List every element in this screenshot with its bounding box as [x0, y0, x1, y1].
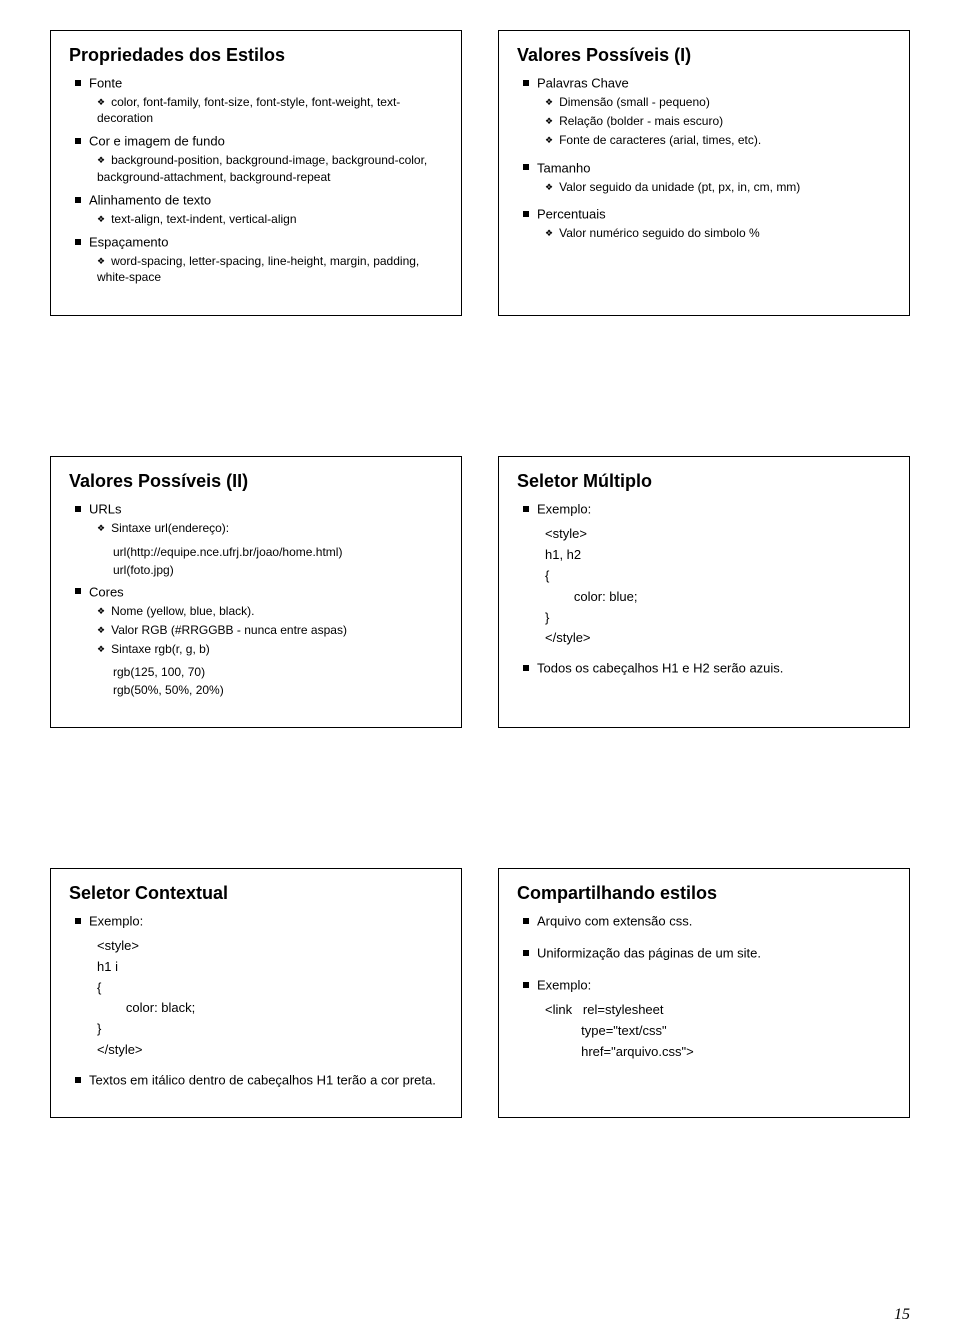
code-block: <link rel=stylesheet type="text/css" hre…	[545, 1000, 891, 1062]
card-compartilhando: Compartilhando estilos Arquivo com exten…	[498, 868, 910, 1118]
item-label: Cores	[89, 584, 124, 599]
sub-item: Fonte de caracteres (arial, times, etc).	[545, 132, 891, 148]
bullet-list: Textos em itálico dentro de cabeçalhos H…	[69, 1071, 443, 1089]
bullet-list: Exemplo:	[69, 912, 443, 930]
item-label: Palavras Chave	[537, 75, 629, 90]
page-number: 15	[894, 1306, 910, 1324]
sub-item: color, font-family, font-size, font-styl…	[97, 94, 443, 126]
sub-item: background-position, background-image, b…	[97, 152, 443, 184]
plain-line: rgb(50%, 50%, 20%)	[113, 681, 443, 699]
code-block: <style> h1 i { color: black; } </style>	[97, 936, 443, 1061]
card-valores-1: Valores Possíveis (I) Palavras Chave Dim…	[498, 30, 910, 316]
plain-line: url(http://equipe.nce.ufrj.br/joao/home.…	[113, 543, 443, 561]
sub-item: text-align, text-indent, vertical-align	[97, 211, 443, 227]
item-label: URLs	[89, 502, 122, 517]
item-label: Espaçamento	[89, 234, 169, 249]
item-label: Exemplo:	[537, 977, 591, 992]
bullet-list: Exemplo:	[517, 500, 891, 518]
item-label: Percentuais	[537, 206, 606, 221]
example-label: Exemplo:	[89, 913, 143, 928]
slide-grid: Propriedades dos Estilos Fonte color, fo…	[50, 30, 910, 1118]
card-seletor-contextual: Seletor Contextual Exemplo: <style> h1 i…	[50, 868, 462, 1118]
code-block: <style> h1, h2 { color: blue; } </style>	[545, 524, 891, 649]
sub-item: Valor seguido da unidade (pt, px, in, cm…	[545, 179, 891, 195]
card-title: Valores Possíveis (I)	[517, 45, 891, 66]
plain-line: url(foto.jpg)	[113, 561, 443, 579]
footer-text: Textos em itálico dentro de cabeçalhos H…	[89, 1072, 436, 1087]
bullet-list: Todos os cabeçalhos H1 e H2 serão azuis.	[517, 659, 891, 677]
sub-item: Valor numérico seguido do simbolo %	[545, 225, 891, 241]
example-label: Exemplo:	[537, 502, 591, 517]
sub-item: Dimensão (small - pequeno)	[545, 94, 891, 110]
card-title: Seletor Múltiplo	[517, 471, 891, 492]
plain-line: rgb(125, 100, 70)	[113, 663, 443, 681]
bullet-list: Arquivo com extensão css. Uniformização …	[517, 912, 891, 994]
item-label: Uniformização das páginas de um site.	[537, 945, 761, 960]
bullet-list: Palavras Chave Dimensão (small - pequeno…	[517, 74, 891, 241]
card-propriedades: Propriedades dos Estilos Fonte color, fo…	[50, 30, 462, 316]
item-label: Fonte	[89, 75, 122, 90]
sub-item: Sintaxe rgb(r, g, b)	[97, 641, 443, 657]
sub-item: word-spacing, letter-spacing, line-heigh…	[97, 253, 443, 285]
sub-item: Sintaxe url(endereço):	[97, 520, 443, 536]
sub-item: Nome (yellow, blue, black).	[97, 603, 443, 619]
bullet-list: URLs Sintaxe url(endereço): url(http://e…	[69, 500, 443, 699]
bullet-list: Fonte color, font-family, font-size, fon…	[69, 74, 443, 285]
item-label: Tamanho	[537, 160, 590, 175]
card-title: Propriedades dos Estilos	[69, 45, 443, 66]
item-label: Cor e imagem de fundo	[89, 134, 225, 149]
item-label: Arquivo com extensão css.	[537, 913, 692, 928]
card-valores-2: Valores Possíveis (II) URLs Sintaxe url(…	[50, 456, 462, 728]
card-title: Valores Possíveis (II)	[69, 471, 443, 492]
card-seletor-multiplo: Seletor Múltiplo Exemplo: <style> h1, h2…	[498, 456, 910, 728]
item-label: Alinhamento de texto	[89, 192, 211, 207]
card-title: Compartilhando estilos	[517, 883, 891, 904]
sub-item: Valor RGB (#RRGGBB - nunca entre aspas)	[97, 622, 443, 638]
sub-item: Relação (bolder - mais escuro)	[545, 113, 891, 129]
card-title: Seletor Contextual	[69, 883, 443, 904]
footer-text: Todos os cabeçalhos H1 e H2 serão azuis.	[537, 660, 783, 675]
